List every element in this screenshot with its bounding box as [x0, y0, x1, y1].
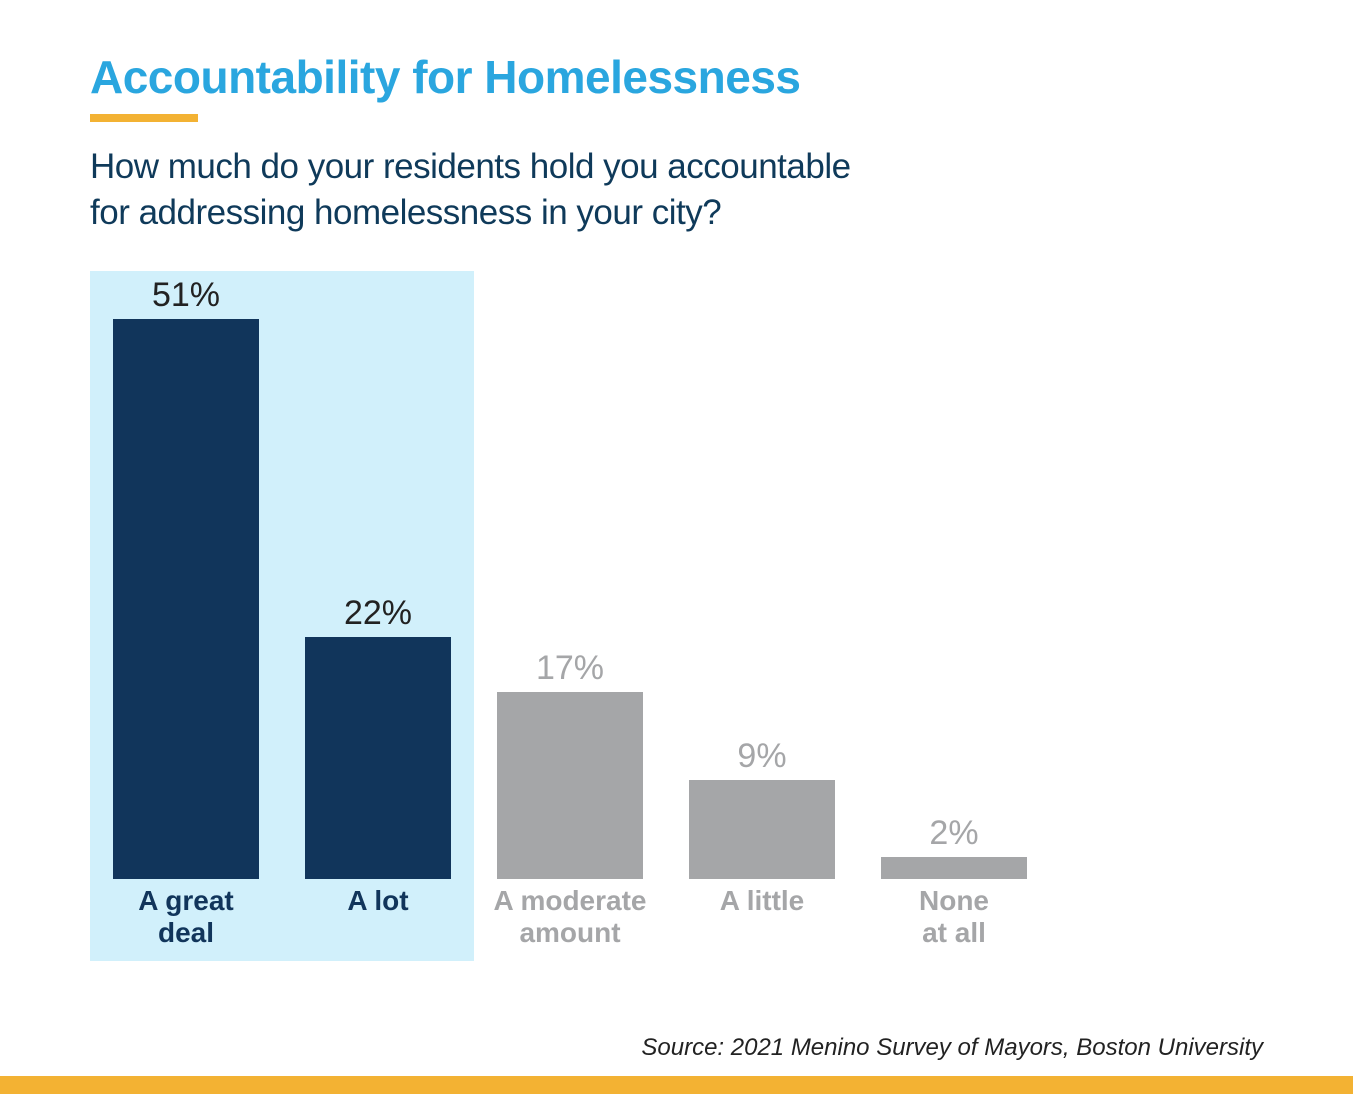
title-underline [90, 114, 198, 122]
bar-slot: 2% None at all [858, 271, 1050, 961]
bar-category-label: A lot [347, 879, 408, 961]
infographic-container: Accountability for Homelessness How much… [0, 0, 1353, 1108]
bar-value-label: 9% [737, 737, 786, 776]
chart-title: Accountability for Homelessness [90, 50, 1263, 104]
bar [305, 637, 451, 879]
chart-subtitle: How much do your residents hold you acco… [90, 144, 1263, 235]
bar-value-label: 51% [152, 276, 220, 315]
bar-value-label: 2% [929, 814, 978, 853]
bar-stack: 22% [282, 271, 474, 879]
bar-slot: 17% A moderate amount [474, 271, 666, 961]
footer-stripe [0, 1076, 1353, 1094]
bar-stack: 9% [666, 271, 858, 879]
bar-value-label: 22% [344, 594, 412, 633]
bar-category-label: None at all [919, 879, 989, 961]
bar-category-label: A little [720, 879, 805, 961]
bar [881, 857, 1027, 879]
bar-chart: 51% A great deal 22% A lot 17% A moderate amo… [90, 271, 1050, 961]
bar [497, 692, 643, 879]
bar-slot: 22% A lot [282, 271, 474, 961]
source-citation: Source: 2021 Menino Survey of Mayors, Bo… [641, 1034, 1263, 1062]
bar [689, 780, 835, 879]
bar [113, 319, 259, 879]
bar-value-label: 17% [536, 649, 604, 688]
bar-stack: 2% [858, 271, 1050, 879]
bar-category-label: A great deal [138, 879, 233, 961]
bar-stack: 17% [474, 271, 666, 879]
bars-row: 51% A great deal 22% A lot 17% A moderate amo… [90, 271, 1050, 961]
bar-slot: 9% A little [666, 271, 858, 961]
bar-category-label: A moderate amount [493, 879, 646, 961]
bar-slot: 51% A great deal [90, 271, 282, 961]
bar-stack: 51% [90, 271, 282, 879]
